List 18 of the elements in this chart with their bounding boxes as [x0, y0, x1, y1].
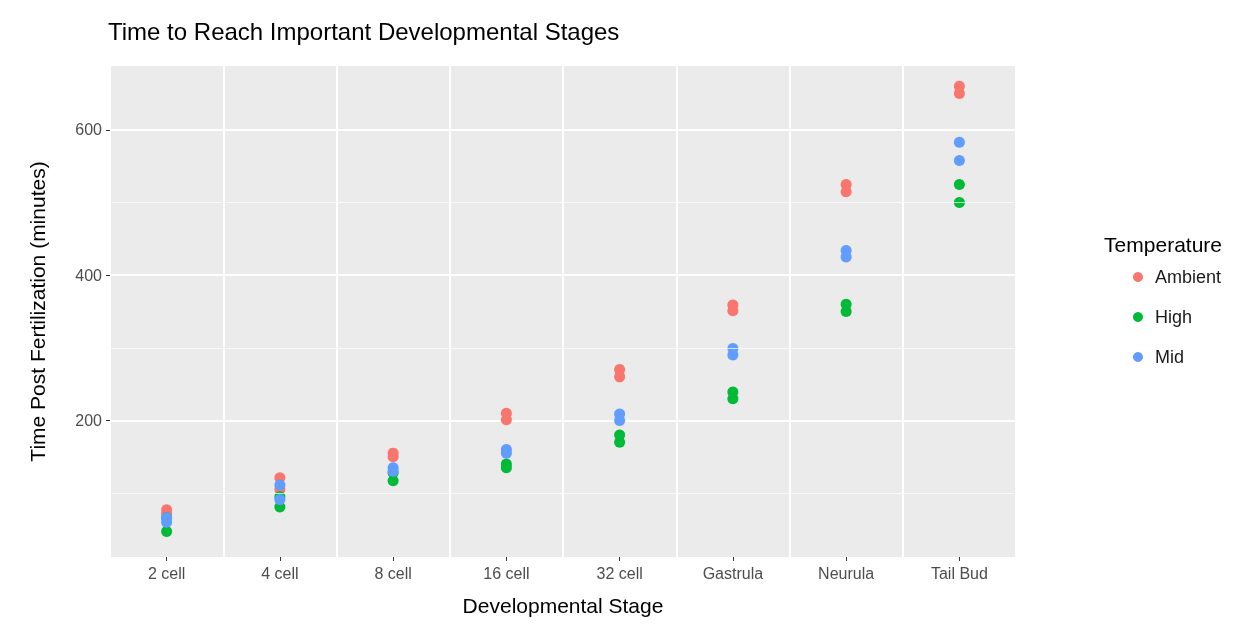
y-tick-label: 200: [75, 411, 103, 429]
y-axis-title: Time Post Fertilization (minutes): [26, 161, 49, 462]
legend-label: Ambient: [1154, 267, 1222, 287]
x-tick-label: 32 cell: [596, 564, 643, 582]
legend-label: High: [1154, 307, 1192, 327]
x-axis-title: Developmental Stage: [462, 594, 664, 617]
x-tick-label: 4 cell: [261, 564, 299, 582]
chart-title: Time to Reach Important Developmental Stages: [108, 17, 620, 45]
legend-label: Mid: [1154, 347, 1184, 367]
x-tick-label: 2 cell: [147, 564, 186, 582]
legend-title: Temperature: [1104, 233, 1222, 256]
y-tick-label: 400: [75, 266, 103, 284]
x-tick-label: Gastrula: [702, 564, 764, 582]
x-tick-label: 16 cell: [483, 564, 530, 582]
x-tick-label: Neurula: [818, 564, 875, 582]
x-tick-label: Tail Bud: [930, 564, 988, 582]
x-tick-label: 8 cell: [374, 564, 412, 582]
y-tick-label: 600: [75, 121, 103, 139]
